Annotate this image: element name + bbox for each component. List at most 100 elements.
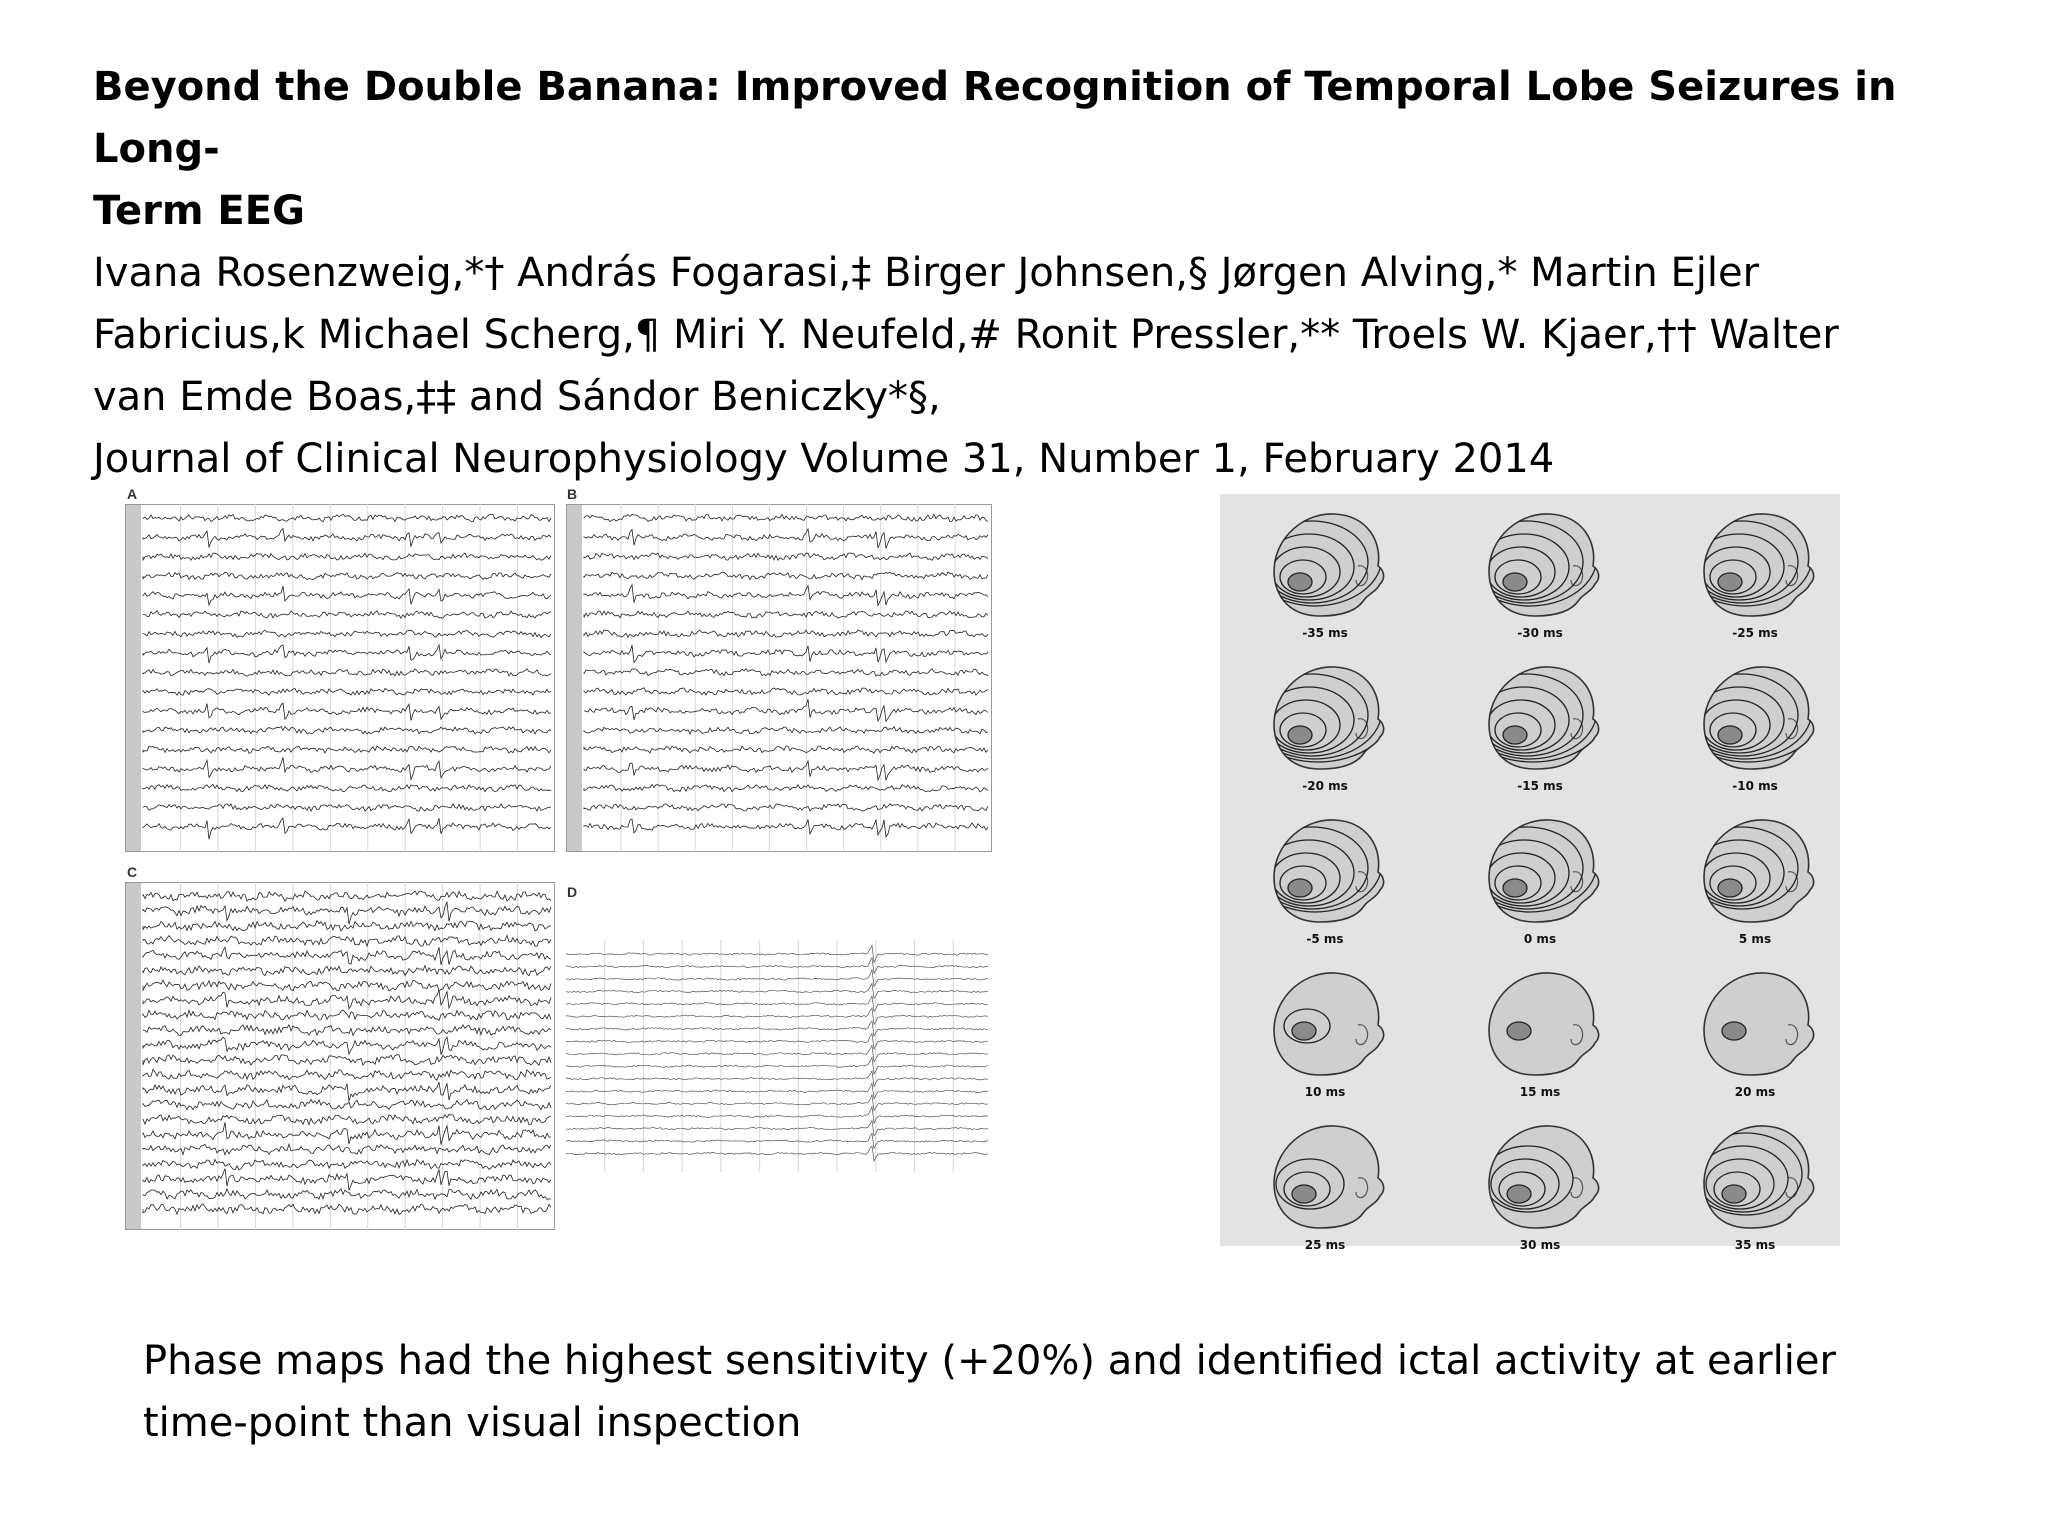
eeg-channel-trace <box>142 803 552 813</box>
phase-map-time-label: 10 ms <box>1304 1085 1346 1099</box>
eeg-channel-trace <box>142 979 552 992</box>
eeg-channel-trace <box>142 1023 552 1037</box>
eeg-channel-trace <box>583 818 989 839</box>
eeg-channel-trace <box>142 745 552 754</box>
authors-line-2: Fabricius,k Michael Scherg,¶ Miri Y. Neu… <box>93 312 1839 358</box>
head-map-image <box>1273 1125 1385 1229</box>
panel-label-d: D <box>567 884 578 900</box>
panel-label-a: A <box>127 486 138 502</box>
phase-map-time-label: 25 ms <box>1304 1238 1346 1252</box>
eeg-channel-trace <box>583 610 989 619</box>
phase-map-time-label: -15 ms <box>1517 779 1563 793</box>
eeg-channel-trace <box>142 571 552 581</box>
eeg-channel-trace <box>142 552 552 562</box>
head-map-image <box>1488 513 1600 617</box>
head-map-image <box>1273 666 1385 770</box>
eeg-channel-trace <box>142 702 552 721</box>
phase-map: -25 ms <box>1680 504 1830 644</box>
caption-line-2: time-point than visual inspection <box>143 1400 802 1446</box>
eeg-channel-trace <box>566 1020 989 1038</box>
eeg-trace-c <box>125 882 555 1230</box>
phase-map: 10 ms <box>1250 963 1400 1103</box>
eeg-channel-trace <box>566 1145 989 1163</box>
phase-map: 35 ms <box>1680 1116 1830 1256</box>
eeg-channel-trace <box>142 585 552 607</box>
phase-map-time-label: 15 ms <box>1519 1085 1561 1099</box>
head-map-image <box>1273 513 1385 617</box>
eeg-channel-trace <box>566 1055 989 1076</box>
eeg-panel-d <box>566 940 992 1172</box>
eeg-channel-trace <box>583 513 989 523</box>
eeg-panel-c <box>125 882 555 1230</box>
phase-map-time-label: -35 ms <box>1302 626 1348 640</box>
eeg-channel-trace <box>142 1122 552 1145</box>
eeg-channel-trace <box>583 571 989 581</box>
eeg-trace-d <box>566 940 989 1172</box>
phase-maps-grid: -35 ms -30 ms -25 ms -20 ms -15 ms -10 ms -5 m… <box>1220 494 1840 1252</box>
eeg-channel-trace <box>583 629 989 638</box>
eeg-channel-trace <box>142 1113 552 1127</box>
eeg-channel-trace <box>583 527 989 549</box>
eeg-channel-trace <box>142 1098 552 1111</box>
eeg-channel-trace <box>566 944 989 965</box>
eeg-channel-trace <box>142 643 552 664</box>
eeg-channel-trace <box>142 783 552 793</box>
phase-map: 0 ms <box>1465 810 1615 950</box>
eeg-channel-trace <box>583 667 989 677</box>
head-map-image <box>1488 819 1600 923</box>
eeg-channel-trace <box>142 919 552 932</box>
eeg-channel-trace <box>566 994 989 1013</box>
eeg-channel-trace <box>142 964 552 977</box>
phase-map-time-label: -5 ms <box>1306 932 1344 946</box>
channel-label-bar <box>125 882 141 1230</box>
head-map-image <box>1703 819 1815 923</box>
eeg-channel-trace <box>142 946 552 966</box>
eeg-channel-trace <box>142 890 552 903</box>
eeg-channel-trace <box>583 725 989 735</box>
head-map-image <box>1703 972 1815 1076</box>
eeg-channel-trace <box>142 687 552 696</box>
eeg-channel-trace <box>566 1132 989 1150</box>
eeg-channel-trace <box>142 1203 552 1216</box>
eeg-channel-trace <box>142 527 552 549</box>
phase-map: 30 ms <box>1465 1116 1615 1256</box>
eeg-channel-trace <box>142 725 552 735</box>
phase-map-time-label: 35 ms <box>1734 1238 1776 1252</box>
eeg-channel-trace <box>566 1093 989 1112</box>
authors-line-3: van Emde Boas,‡‡ and Sándor Beniczky*§, <box>93 374 941 420</box>
slide-caption: Phase maps had the highest sensitivity (… <box>143 1330 1923 1454</box>
eeg-channel-trace <box>566 982 989 1000</box>
eeg-channel-trace <box>142 1158 552 1171</box>
phase-map: -5 ms <box>1250 810 1400 950</box>
phase-map: -30 ms <box>1465 504 1615 644</box>
eeg-channel-trace <box>566 1082 989 1100</box>
phase-map: -15 ms <box>1465 657 1615 797</box>
eeg-channel-trace <box>142 1054 552 1067</box>
paper-title-line-2: Term EEG <box>93 188 305 234</box>
phase-map-time-label: 30 ms <box>1519 1238 1561 1252</box>
phase-map: -35 ms <box>1250 504 1400 644</box>
eeg-channel-trace <box>142 989 552 1010</box>
eeg-channel-trace <box>142 668 552 677</box>
phase-map-time-label: -25 ms <box>1732 626 1778 640</box>
eeg-channel-trace <box>566 1069 989 1088</box>
eeg-channel-trace <box>583 759 989 782</box>
phase-map-time-label: 5 ms <box>1738 932 1772 946</box>
eeg-panel-a <box>125 504 555 852</box>
eeg-channel-trace <box>583 645 989 664</box>
eeg-panel-b <box>566 504 992 852</box>
eeg-channel-trace <box>583 699 989 723</box>
eeg-channel-trace <box>566 1032 989 1051</box>
eeg-channel-trace <box>142 817 552 840</box>
eeg-channel-trace <box>583 687 989 696</box>
phase-map: -20 ms <box>1250 657 1400 797</box>
eeg-channel-trace <box>566 956 988 975</box>
slide-header: Beyond the Double Banana: Improved Recog… <box>93 56 1973 490</box>
head-map-image <box>1488 1125 1600 1229</box>
panel-label-b: B <box>567 486 578 502</box>
channel-label-bar <box>125 504 141 852</box>
eeg-channel-trace <box>566 1044 989 1063</box>
authors-line-1: Ivana Rosenzweig,*† András Fogarasi,‡ Bi… <box>93 250 1760 296</box>
phase-map: 20 ms <box>1680 963 1830 1103</box>
eeg-channel-trace <box>142 513 552 523</box>
